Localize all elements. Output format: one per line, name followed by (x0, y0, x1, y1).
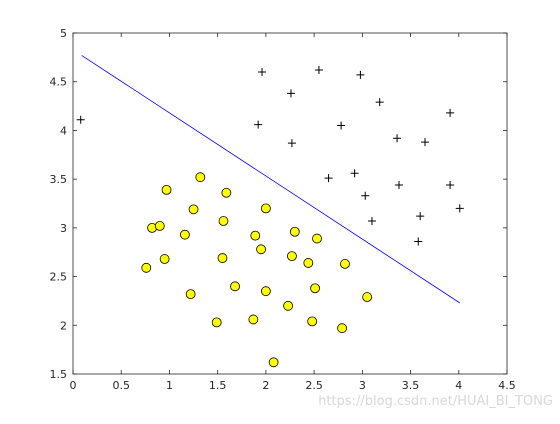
circle-marker (218, 216, 229, 226)
circle-marker (287, 251, 297, 262)
y-tick-label: 3.5 (50, 173, 68, 186)
x-tick-label: 3.5 (402, 379, 420, 392)
plus-marker (394, 180, 403, 189)
plus-marker (76, 115, 85, 124)
circle-marker (185, 289, 196, 300)
x-tick-label: 0.5 (112, 379, 130, 392)
plus-marker (287, 139, 296, 148)
circle-marker (141, 262, 152, 273)
circle-marker (211, 317, 222, 328)
circle-marker (154, 221, 165, 231)
circle-marker (159, 254, 170, 264)
plus-marker (258, 67, 267, 76)
axes-box (72, 32, 508, 375)
circle-marker (307, 316, 318, 327)
plus-marker (350, 169, 359, 178)
plus-marker (337, 121, 346, 130)
plus-marker (254, 120, 263, 129)
x-tick-label: 1.5 (209, 379, 227, 392)
y-tick-label: 4 (60, 124, 67, 137)
plus-marker (375, 98, 384, 107)
circle-marker (283, 300, 293, 311)
circle-marker (217, 253, 228, 263)
circle-marker (260, 286, 271, 297)
x-tick-label: 4 (455, 379, 462, 392)
plus-marker (286, 89, 295, 98)
circle-marker (221, 187, 232, 198)
circle-marker (161, 184, 172, 195)
x-tick-label: 3 (359, 379, 366, 392)
plus-marker (361, 191, 370, 200)
plus-marker (414, 237, 423, 246)
plus-marker (356, 70, 365, 79)
circle-marker (289, 226, 300, 237)
circle-marker (268, 357, 279, 368)
plus-marker (446, 108, 455, 117)
circle-marker (260, 203, 271, 214)
plus-marker (446, 180, 455, 189)
plus-marker (421, 138, 430, 147)
plus-marker (367, 217, 376, 226)
x-tick-label: 4.5 (498, 379, 516, 392)
y-tick-label: 1.5 (50, 368, 68, 381)
circle-marker (250, 230, 261, 241)
circle-marker (230, 281, 240, 292)
plus-marker (324, 174, 333, 183)
circle-marker (179, 229, 190, 240)
circle-marker (248, 314, 259, 325)
plus-marker (455, 204, 464, 213)
circle-marker (195, 172, 206, 183)
y-tick-label: 4.5 (50, 76, 68, 89)
circle-marker (303, 258, 314, 268)
circle-marker (256, 244, 266, 255)
watermark: https://blog.csdn.net/HUAI_BI_TONG (318, 394, 553, 409)
y-tick-label: 3 (60, 222, 67, 235)
circle-marker (312, 233, 322, 244)
x-tick-label: 1 (166, 379, 173, 392)
x-tick-label: 2.5 (305, 379, 323, 392)
y-tick-label: 5 (60, 27, 67, 40)
x-tick-label: 0 (70, 379, 77, 392)
circle-marker (362, 292, 373, 302)
y-tick-label: 2.5 (50, 271, 68, 284)
circle-marker (337, 323, 347, 334)
boundary-line (81, 55, 460, 304)
circle-marker (188, 204, 199, 215)
circle-marker (310, 283, 320, 294)
plus-marker (416, 212, 425, 221)
circle-marker (340, 259, 350, 269)
y-tick-label: 2 (60, 319, 67, 332)
plus-marker (393, 134, 402, 143)
x-tick-label: 2 (262, 379, 269, 392)
plus-marker (314, 66, 323, 75)
